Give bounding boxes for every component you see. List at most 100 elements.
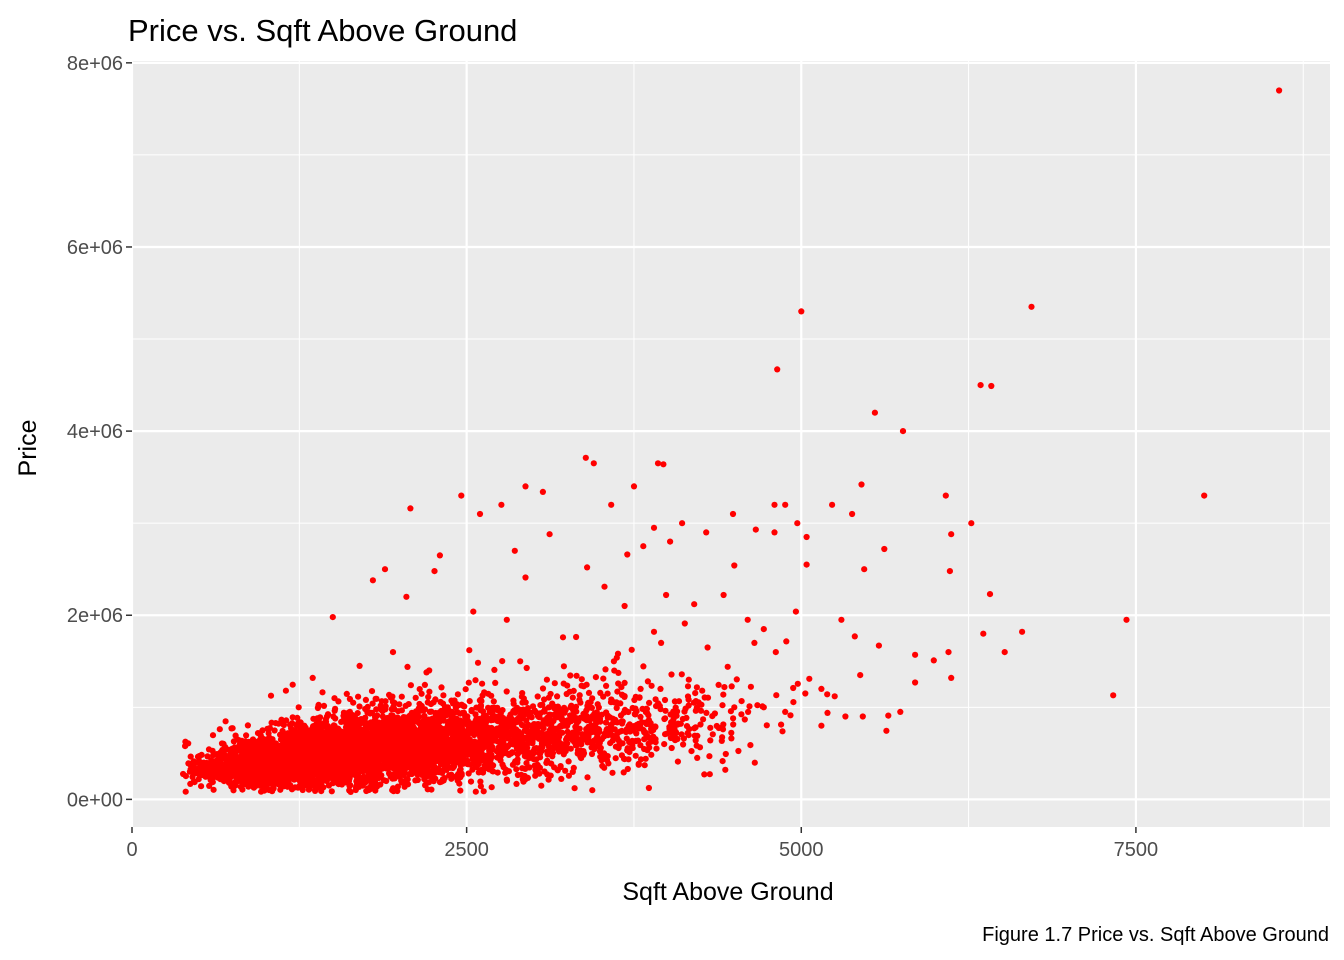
data-point <box>494 769 501 776</box>
data-point <box>270 785 277 792</box>
data-point <box>377 706 385 713</box>
data-point <box>280 721 287 729</box>
data-point <box>585 689 593 697</box>
data-point <box>523 664 530 672</box>
data-point <box>564 682 571 689</box>
data-point <box>460 709 468 716</box>
data-point <box>510 697 517 704</box>
data-point <box>398 747 405 754</box>
data-point <box>285 755 292 763</box>
data-point <box>222 764 229 771</box>
data-point <box>495 738 502 745</box>
data-point <box>474 728 481 735</box>
data-point <box>440 692 447 699</box>
data-point <box>257 737 264 744</box>
data-point <box>653 745 660 752</box>
data-point <box>520 778 527 785</box>
data-point <box>420 725 427 732</box>
data-point <box>332 715 339 722</box>
data-point <box>365 786 372 794</box>
data-point <box>346 782 353 790</box>
data-point <box>457 766 464 773</box>
data-point <box>243 732 250 739</box>
data-point <box>618 718 625 725</box>
data-point <box>644 678 652 685</box>
data-point <box>436 729 443 736</box>
data-point <box>692 737 699 744</box>
data-point <box>283 717 290 724</box>
data-point <box>523 760 530 767</box>
data-point <box>350 752 357 759</box>
data-point <box>352 786 359 794</box>
data-point <box>525 721 532 729</box>
data-point <box>226 753 233 760</box>
data-point <box>210 752 217 759</box>
data-point <box>227 748 234 755</box>
data-point <box>410 757 417 764</box>
data-point <box>377 722 384 729</box>
data-point <box>618 752 626 759</box>
data-point <box>278 753 285 760</box>
data-point <box>333 752 340 759</box>
data-point <box>254 730 262 737</box>
data-point <box>262 762 269 769</box>
data-point <box>629 737 636 744</box>
data-point <box>247 759 254 766</box>
data-point <box>384 741 391 748</box>
data-point <box>707 737 714 744</box>
data-point <box>519 746 526 753</box>
data-point <box>538 782 545 789</box>
data-point <box>719 734 726 741</box>
data-point <box>629 704 636 712</box>
data-point <box>445 720 452 728</box>
data-point <box>640 663 647 670</box>
data-point <box>490 762 497 769</box>
data-point <box>747 683 755 690</box>
data-point <box>632 752 639 759</box>
data-point <box>477 783 484 790</box>
data-point <box>738 711 745 718</box>
data-point <box>503 776 510 783</box>
data-point <box>612 716 619 724</box>
data-point <box>339 779 346 786</box>
data-point <box>391 731 398 738</box>
data-point <box>700 716 707 723</box>
data-point <box>415 713 423 720</box>
data-point <box>668 744 675 752</box>
data-point <box>198 783 205 790</box>
data-point <box>398 707 405 714</box>
data-point <box>320 731 327 738</box>
data-point <box>362 714 369 721</box>
data-point <box>304 774 312 781</box>
data-point <box>443 766 450 774</box>
data-point <box>325 782 333 789</box>
data-point <box>344 713 351 720</box>
data-point <box>368 688 376 695</box>
data-point <box>565 733 573 740</box>
data-point <box>573 727 580 735</box>
data-point <box>472 788 479 795</box>
data-point <box>539 685 547 692</box>
data-point <box>288 730 295 737</box>
data-point <box>704 694 712 701</box>
data-point <box>218 755 225 762</box>
data-point <box>310 723 318 730</box>
data-point <box>443 749 450 757</box>
data-point <box>280 783 287 790</box>
data-point <box>401 729 408 737</box>
data-point <box>315 777 322 784</box>
data-point <box>366 739 373 746</box>
data-point <box>502 769 509 776</box>
data-point <box>499 761 506 768</box>
data-point <box>182 743 189 750</box>
data-point <box>617 700 624 707</box>
data-point <box>544 757 551 764</box>
data-point <box>607 740 614 747</box>
data-point <box>498 714 505 721</box>
data-point <box>501 733 508 740</box>
data-point <box>359 782 366 789</box>
data-point <box>357 767 364 774</box>
data-point <box>217 761 224 768</box>
data-point <box>411 763 418 770</box>
data-point <box>355 693 362 700</box>
